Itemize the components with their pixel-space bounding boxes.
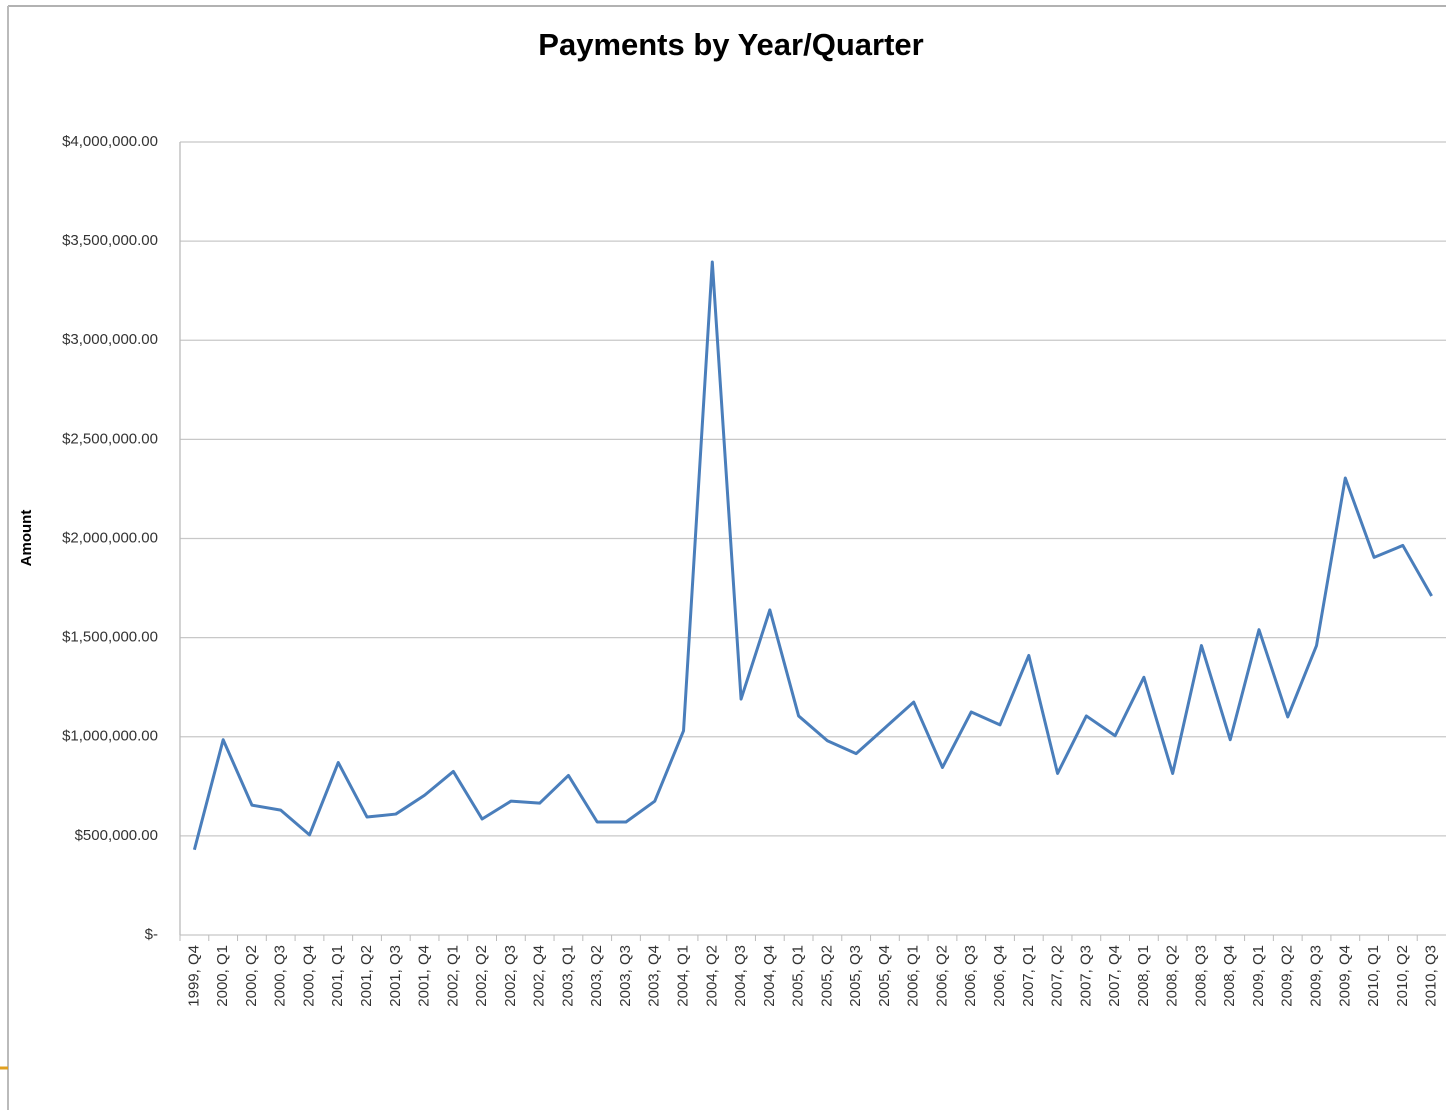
x-tick-label: 2003, Q2 — [588, 945, 605, 1007]
x-tick-label: 2007, Q3 — [1077, 945, 1094, 1007]
x-tick-label: 2002, Q1 — [444, 945, 461, 1007]
x-tick-label: 2005, Q1 — [790, 945, 807, 1007]
x-tick-label: 2008, Q1 — [1135, 945, 1152, 1007]
x-tick-label: 2006, Q2 — [933, 945, 950, 1007]
x-tick-label: 2003, Q1 — [559, 945, 576, 1007]
x-tick-label: 2000, Q3 — [272, 945, 289, 1007]
x-tick-label: 2004, Q2 — [703, 945, 720, 1007]
x-tick-label: 2002, Q2 — [473, 945, 490, 1007]
x-tick-label: 2004, Q1 — [674, 945, 691, 1007]
x-tick-label: 2001, Q3 — [387, 945, 404, 1007]
y-tick-label: $500,000.00 — [75, 827, 158, 844]
y-tick-label: $3,500,000.00 — [62, 232, 158, 249]
x-tick-label: 2004, Q4 — [761, 945, 778, 1007]
x-tick-label: 2001, Q2 — [358, 945, 375, 1007]
x-tick-label: 2007, Q2 — [1049, 945, 1066, 1007]
x-tick-label: 2010, Q2 — [1394, 945, 1411, 1007]
x-tick-label: 2000, Q1 — [214, 945, 231, 1007]
x-tick-label: 2005, Q4 — [876, 945, 893, 1007]
x-tick-label: 2002, Q3 — [502, 945, 519, 1007]
x-tick-label: 2003, Q3 — [617, 945, 634, 1007]
x-tick-label: 2008, Q4 — [1221, 945, 1238, 1007]
x-tick-label: 2006, Q3 — [962, 945, 979, 1007]
x-tick-label: 2009, Q2 — [1279, 945, 1296, 1007]
y-tick-label: $2,000,000.00 — [62, 529, 158, 546]
x-tick-label: 2001, Q4 — [416, 945, 433, 1007]
y-axis-title: Amount — [18, 510, 35, 567]
x-tick-label: 2006, Q4 — [991, 945, 1008, 1007]
x-tick-label: 2009, Q4 — [1336, 945, 1353, 1007]
x-tick-label: 2009, Q3 — [1307, 945, 1324, 1007]
x-tick-label: 2000, Q4 — [300, 945, 317, 1007]
x-tick-label: 2002, Q4 — [531, 945, 548, 1007]
y-tick-label: $1,500,000.00 — [62, 629, 158, 646]
x-tick-label: 2008, Q3 — [1192, 945, 1209, 1007]
x-tick-label: 2005, Q2 — [818, 945, 835, 1007]
x-tick-label: 2005, Q3 — [847, 945, 864, 1007]
y-tick-label: $4,000,000.00 — [62, 133, 158, 150]
y-tick-label: $2,500,000.00 — [62, 430, 158, 447]
x-tick-label: 2009, Q1 — [1250, 945, 1267, 1007]
x-tick-label: 2007, Q4 — [1106, 945, 1123, 1007]
x-tick-label: 2004, Q3 — [732, 945, 749, 1007]
x-tick-label: 2001, Q1 — [329, 945, 346, 1007]
data-line — [192, 260, 1433, 851]
x-tick-label: 2010, Q1 — [1365, 945, 1382, 1007]
x-tick-label: 2007, Q1 — [1020, 945, 1037, 1007]
x-tick-label: 2006, Q1 — [905, 945, 922, 1007]
x-tick-label: 1999, Q4 — [185, 945, 202, 1007]
x-tick-label: 2010, Q3 — [1423, 945, 1440, 1007]
x-tick-label: 2008, Q2 — [1164, 945, 1181, 1007]
chart-title: Payments by Year/Quarter — [538, 27, 923, 62]
x-tick-label: 2003, Q4 — [646, 945, 663, 1007]
y-tick-label: $- — [145, 926, 158, 943]
x-tick-label: 2000, Q2 — [243, 945, 260, 1007]
y-tick-label: $3,000,000.00 — [62, 331, 158, 348]
y-tick-label: $1,000,000.00 — [62, 728, 158, 745]
